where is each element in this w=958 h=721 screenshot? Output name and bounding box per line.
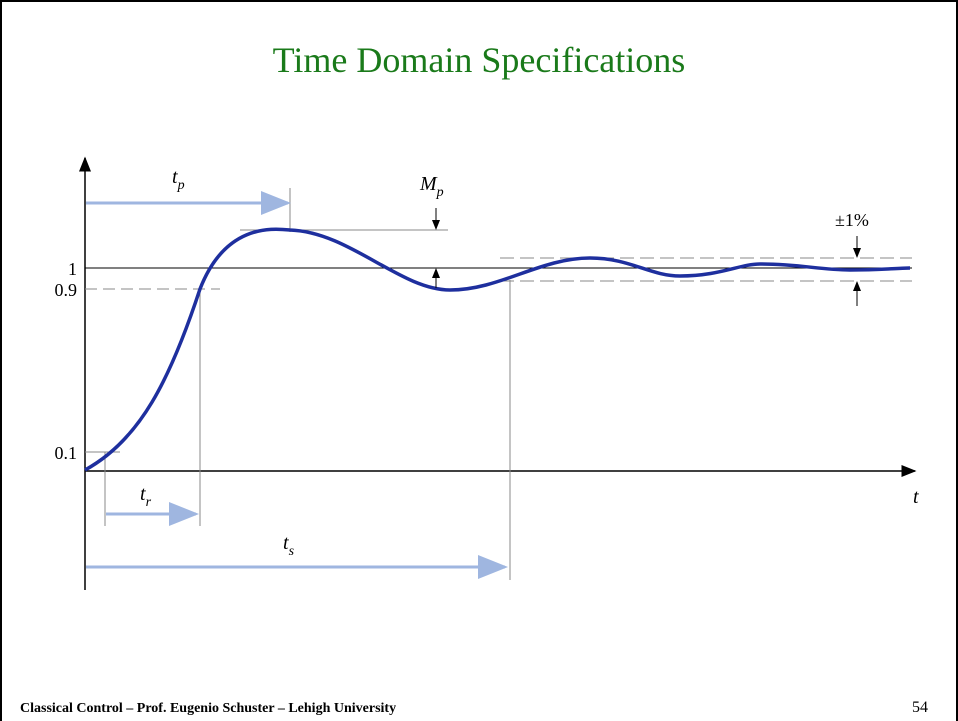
band-label: ±1% [835, 210, 869, 230]
label-base: t [172, 166, 178, 188]
tp-label: tp [172, 166, 185, 193]
t-label: t [913, 486, 919, 508]
mp-label: Mp [419, 173, 444, 200]
ts-label: ts [283, 532, 295, 559]
ninety-label: 0.9 [55, 280, 78, 300]
label-base: t [140, 483, 146, 505]
label-sub: p [177, 178, 185, 193]
ten-label: 0.1 [55, 443, 78, 463]
diagram: tp Mp tr ts t ±1% 1 0.9 0.1 [55, 156, 919, 590]
label-base: t [283, 532, 289, 554]
label-sub: p [436, 185, 444, 200]
label-base: M [419, 173, 438, 195]
label-sub: s [289, 544, 295, 559]
tr-label: tr [140, 483, 152, 510]
label-sub: r [146, 495, 152, 510]
one-label: 1 [68, 259, 77, 279]
response-curve [84, 227, 911, 472]
page-number: 54 [912, 699, 928, 716]
footer-text: Classical Control – Prof. Eugenio Schust… [20, 701, 396, 716]
slide-title: Time Domain Specifications [273, 40, 686, 80]
